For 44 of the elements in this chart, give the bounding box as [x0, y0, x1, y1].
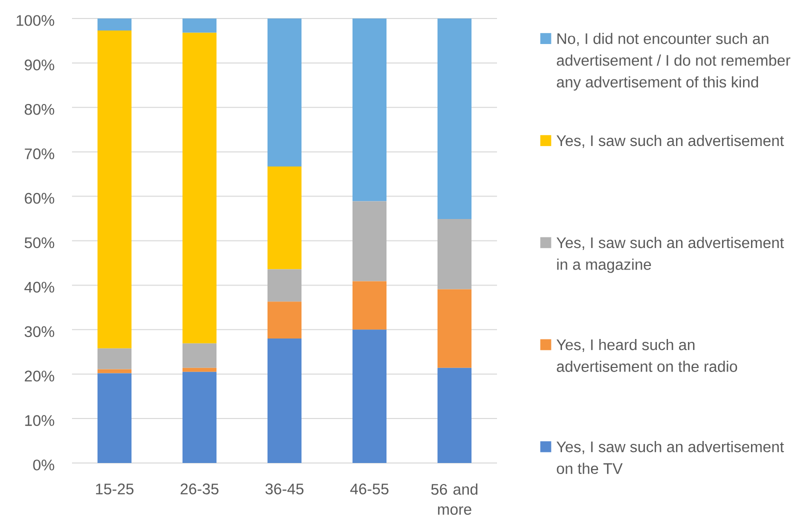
- bar: [352, 18, 387, 202]
- y-tick-label: 20%: [24, 370, 54, 382]
- bar: [98, 369, 132, 374]
- y-tick-label: 30%: [24, 326, 54, 338]
- bar: [268, 166, 302, 270]
- bar: [268, 18, 302, 167]
- x-tick-label: 56 and more: [431, 484, 478, 515]
- y-tick-label: 100%: [16, 15, 54, 26]
- bar: [268, 338, 302, 463]
- y-tick-label: 0%: [33, 460, 54, 470]
- bar: [98, 30, 132, 348]
- y-tick-label: 10%: [25, 415, 54, 426]
- bar: [182, 18, 217, 33]
- x-tick-label: 26-35: [180, 484, 218, 494]
- y-tick-label: 60%: [24, 192, 54, 204]
- bar: [98, 348, 132, 370]
- y-tick-label: 40%: [24, 282, 54, 293]
- bar: [438, 368, 472, 463]
- bar: [182, 368, 217, 372]
- bar: [352, 201, 387, 282]
- x-tick-label: 15-25: [96, 484, 134, 494]
- legend-label: Yes, I saw such an advertisement on the TV: [556, 441, 784, 474]
- bar: [268, 269, 302, 302]
- legend-label: No, I did not encounter such an advertisement / I do not remember any advertisement of this kind: [556, 32, 790, 91]
- bar: [182, 32, 217, 344]
- bar: [438, 218, 472, 290]
- bar: [438, 289, 472, 368]
- x-tick-label: 36-45: [265, 484, 304, 494]
- legend-label: Yes, I heard such an advertisement on the radio: [556, 338, 738, 372]
- bar: [182, 343, 217, 368]
- bar: [98, 373, 132, 463]
- bar: [352, 330, 387, 463]
- legend-label: Yes, I saw such an advertisement: [556, 134, 784, 148]
- bar: [268, 302, 302, 339]
- bar: [98, 18, 132, 30]
- bar: [438, 18, 472, 219]
- y-tick-label: 80%: [24, 104, 54, 115]
- x-tick-label: 46-55: [350, 484, 388, 494]
- y-tick-label: 70%: [24, 148, 54, 160]
- legend-label: Yes, I saw such an advertisement in a magazine: [556, 236, 784, 273]
- y-tick-label: 50%: [24, 237, 54, 248]
- bar: [182, 372, 217, 463]
- y-tick-label: 90%: [24, 60, 54, 70]
- bar: [352, 281, 387, 330]
